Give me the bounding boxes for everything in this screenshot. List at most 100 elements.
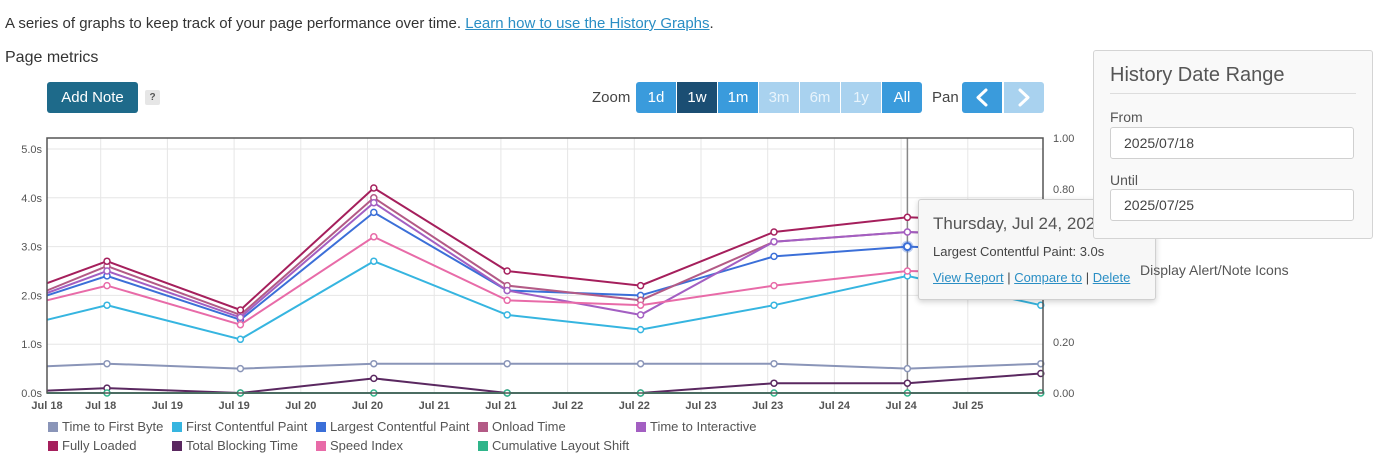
legend-item[interactable]: Fully Loaded [48, 438, 136, 453]
chevron-left-icon [976, 88, 988, 107]
pan-previous-button[interactable] [962, 82, 1002, 113]
series-point [236, 320, 245, 329]
x-tick-label: Jul 20 [352, 400, 383, 412]
series-point [903, 213, 912, 222]
y-right-tick-label: 0.00 [1053, 388, 1074, 400]
zoom-all-button[interactable]: All [882, 82, 922, 113]
series-point [370, 359, 378, 368]
x-tick-label: Jul 21 [485, 400, 516, 412]
intro-description: A series of graphs to keep track of your… [5, 15, 466, 32]
x-tick-label: Jul 19 [152, 400, 183, 412]
series-point [636, 325, 645, 334]
display-alert-note-icons-option[interactable]: Display Alert/Note Icons [1140, 262, 1289, 278]
chevron-right-icon [1018, 88, 1030, 107]
y-right-tick-label: 0.20 [1053, 337, 1074, 349]
legend-item[interactable]: Time to Interactive [636, 419, 756, 434]
page-metrics-chart[interactable]: Jul 18 Jul 18 Jul 19 Jul 19 Jul 20 Jul 20 Jul … [0, 128, 1090, 418]
from-label: From [1110, 109, 1143, 125]
panel-title: History Date Range [1110, 64, 1285, 86]
series-point [236, 306, 245, 314]
until-date-input[interactable] [1110, 189, 1354, 221]
series-point [103, 359, 111, 368]
series-point [636, 281, 645, 290]
zoom-button-group: 1d 1w 1m 3m 6m 1y All [636, 82, 922, 113]
legend-label: Total Blocking Time [186, 438, 298, 453]
history-date-range-panel: History Date Range From Until [1093, 50, 1373, 239]
legend-item[interactable]: Time to First Byte [48, 419, 163, 434]
tooltip-links: View Report | Compare to | Delete [933, 270, 1130, 285]
series-point [503, 359, 511, 368]
legend-swatch [316, 421, 326, 432]
from-date-input[interactable] [1110, 127, 1354, 159]
zoom-3m-button[interactable]: 3m [759, 82, 799, 113]
legend-label: Time to First Byte [62, 419, 164, 434]
help-icon[interactable]: ? [145, 90, 160, 105]
compare-to-link[interactable]: Compare to [1014, 270, 1083, 285]
legend-item[interactable]: Largest Contentful Paint [316, 419, 469, 434]
zoom-1w-button[interactable]: 1w [677, 82, 717, 113]
legend-item[interactable]: First Contentful Paint [172, 419, 307, 434]
legend-label: Speed Index [330, 438, 404, 453]
zoom-6m-button[interactable]: 6m [800, 82, 840, 113]
y-left-tick-label: 1.0s [21, 339, 42, 351]
series-point [903, 364, 912, 373]
series-point [236, 313, 245, 322]
until-label: Until [1110, 172, 1139, 188]
series-point [903, 228, 912, 236]
series-point [903, 379, 912, 387]
legend-item[interactable]: Speed Index [316, 438, 403, 453]
legend-item[interactable]: Onload Time [478, 419, 566, 434]
legend-label: Time to Interactive [650, 419, 757, 434]
series-point [503, 267, 511, 275]
plot-area [47, 138, 1043, 393]
link-separator: | [1003, 270, 1015, 285]
y-left-tick-label: 3.0s [21, 242, 42, 254]
legend-swatch [478, 440, 488, 451]
series-point [370, 257, 378, 265]
series-point [503, 311, 511, 319]
series-point [770, 301, 778, 309]
series-point [770, 237, 778, 246]
legend-swatch [48, 421, 58, 432]
link-separator: | [1082, 270, 1093, 285]
y-right-tick-label: 1.00 [1053, 133, 1074, 145]
hover-point [902, 242, 912, 252]
page-metrics-title: Page metrics [5, 49, 99, 66]
delete-link[interactable]: Delete [1092, 270, 1131, 285]
tooltip-metric-value: Largest Contentful Paint: 3.0s [933, 244, 1105, 259]
legend-swatch [172, 421, 182, 432]
intro-text: A series of graphs to keep track of your… [5, 15, 714, 32]
zoom-1y-button[interactable]: 1y [841, 82, 881, 113]
pan-next-button[interactable] [1004, 82, 1044, 113]
series-point [103, 281, 111, 290]
legend-label: Cumulative Layout Shift [492, 438, 630, 453]
x-tick-label: Jul 22 [619, 400, 650, 412]
zoom-label: Zoom [592, 89, 631, 106]
series-point [770, 379, 778, 387]
series-point [503, 286, 511, 295]
legend-item[interactable]: Cumulative Layout Shift [478, 438, 629, 453]
y-right-tick-label: 0.80 [1053, 184, 1074, 196]
series-point [636, 311, 645, 319]
history-graphs-help-link[interactable]: Learn how to use the History Graphs [465, 15, 710, 32]
zoom-1d-button[interactable]: 1d [636, 82, 676, 113]
view-report-link[interactable]: View Report [933, 270, 1004, 285]
series-point [370, 208, 378, 217]
x-tick-label: Jul 25 [952, 400, 983, 412]
x-tick-label: Jul 20 [285, 400, 316, 412]
legend-label: Fully Loaded [62, 438, 137, 453]
x-tick-label: Jul 24 [819, 400, 851, 412]
series-point [770, 281, 778, 290]
zoom-1m-button[interactable]: 1m [718, 82, 758, 113]
series-point [103, 267, 111, 275]
series-point [636, 359, 645, 368]
add-note-button[interactable]: Add Note [47, 82, 138, 113]
series-point [770, 228, 778, 236]
x-tick-label: Jul 23 [685, 400, 716, 412]
series-point [903, 267, 912, 275]
x-tick-label: Jul 23 [752, 400, 783, 412]
series-point [770, 252, 778, 261]
series-point [636, 301, 645, 309]
series-point [103, 301, 111, 309]
legend-item[interactable]: Total Blocking Time [172, 438, 298, 453]
